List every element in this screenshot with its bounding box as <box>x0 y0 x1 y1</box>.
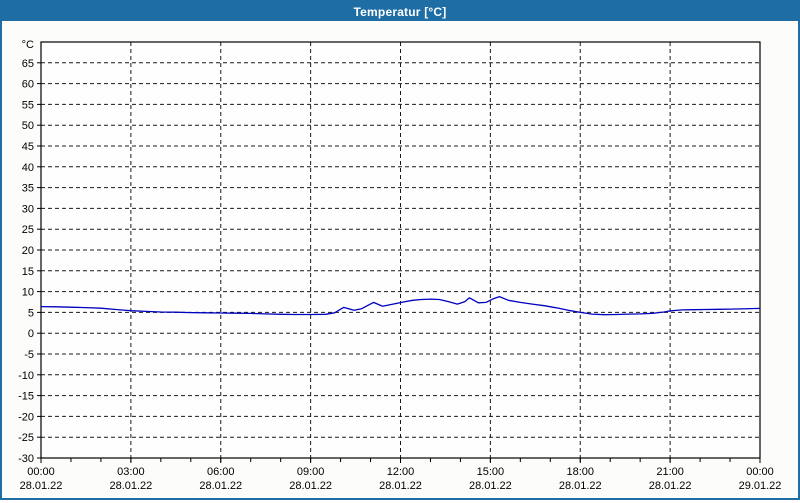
y-tick-label: 15 <box>22 266 34 278</box>
temperature-series-line <box>40 295 761 316</box>
title-bar: Temperatur [°C] <box>2 2 798 21</box>
y-tick-label: -20 <box>18 411 34 423</box>
x-tick-date-label: 28.01.22 <box>559 480 602 492</box>
x-tick-time-label: 12:00 <box>387 466 415 478</box>
y-tick-label: 65 <box>22 58 34 70</box>
x-tick-date-label: 29.01.22 <box>739 480 782 492</box>
y-tick-label: 50 <box>22 120 34 132</box>
y-tick-label: 10 <box>22 287 34 299</box>
x-tick-date-label: 28.01.22 <box>469 480 512 492</box>
x-tick-date-label: 28.01.22 <box>199 480 242 492</box>
y-tick-label: 20 <box>22 245 34 257</box>
x-tick-time-label: 06:00 <box>207 466 235 478</box>
y-tick-label: -15 <box>18 391 34 403</box>
y-tick-label: 5 <box>28 307 34 319</box>
y-tick-label: 45 <box>22 141 34 153</box>
x-tick-date-label: 28.01.22 <box>289 480 332 492</box>
y-tick-label: -5 <box>24 349 34 361</box>
y-tick-label: -25 <box>18 432 34 444</box>
y-tick-label: 55 <box>22 99 34 111</box>
y-tick-label: -30 <box>18 453 34 465</box>
y-tick-label: 35 <box>22 183 34 195</box>
x-tick-date-label: 28.01.22 <box>379 480 422 492</box>
x-tick-time-label: 21:00 <box>656 466 684 478</box>
y-tick-label: 0 <box>28 328 34 340</box>
y-tick-label: -10 <box>18 370 34 382</box>
x-tick-date-label: 28.01.22 <box>649 480 692 492</box>
x-tick-date-label: 28.01.22 <box>109 480 152 492</box>
x-tick-time-label: 00:00 <box>27 466 55 478</box>
y-tick-label: 60 <box>22 79 34 91</box>
x-tick-time-label: 00:00 <box>746 466 774 478</box>
y-tick-label: 25 <box>22 224 34 236</box>
y-tick-label: 40 <box>22 162 34 174</box>
window-title: Temperatur [°C] <box>353 4 447 19</box>
x-tick-time-label: 18:00 <box>566 466 594 478</box>
x-tick-date-label: 28.01.22 <box>20 480 63 492</box>
y-tick-label: 30 <box>22 203 34 215</box>
y-axis-unit-label: °C <box>22 39 34 51</box>
x-tick-time-label: 15:00 <box>477 466 505 478</box>
x-tick-time-label: 03:00 <box>117 466 145 478</box>
x-tick-time-label: 09:00 <box>297 466 325 478</box>
